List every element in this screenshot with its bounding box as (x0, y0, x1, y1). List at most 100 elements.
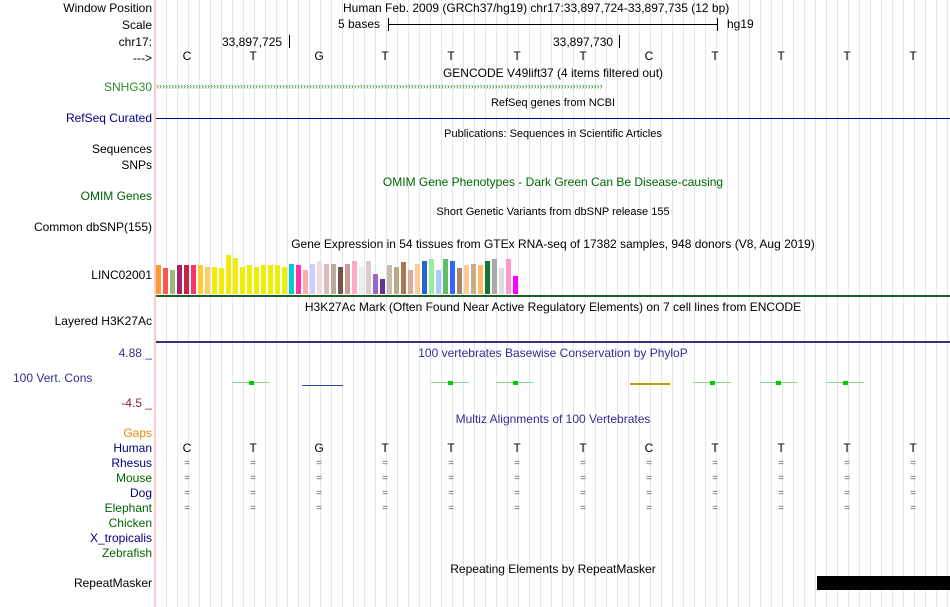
scale-label: Scale (121, 18, 152, 32)
gtex-tissue-bar[interactable] (485, 261, 490, 294)
gtex-tissue-bar[interactable] (205, 267, 210, 294)
snps-label[interactable]: SNPs (121, 158, 152, 172)
species-label[interactable]: Dog (129, 486, 152, 500)
gtex-tissue-bar[interactable] (296, 265, 301, 294)
gtex-tissue-bar[interactable] (268, 265, 273, 294)
alignment-match-mark: = (316, 458, 322, 469)
gtex-tissue-bar[interactable] (387, 265, 392, 294)
gtex-tissue-bar[interactable] (198, 265, 203, 294)
gtex-tissue-bar[interactable] (310, 264, 315, 294)
gtex-tissue-bar[interactable] (156, 265, 161, 294)
gtex-tissue-bar[interactable] (415, 264, 420, 294)
alignment-match-mark: = (778, 473, 784, 484)
repeatmasker-track-title[interactable]: Repeating Elements by RepeatMasker (450, 562, 656, 576)
gtex-tissue-bar[interactable] (471, 264, 476, 294)
publications-track-title[interactable]: Publications: Sequences in Scientific Ar… (444, 128, 662, 140)
gencode-track-title[interactable]: GENCODE V49lift37 (4 items filtered out) (442, 66, 664, 80)
gtex-tissue-bar[interactable] (191, 265, 196, 294)
refseq-track-title[interactable]: RefSeq genes from NCBI (490, 97, 616, 109)
human-aligned-base: T (579, 441, 587, 455)
species-label[interactable]: Elephant (104, 501, 152, 515)
gtex-tissue-bar[interactable] (177, 265, 182, 294)
gtex-tissue-bar[interactable] (170, 270, 175, 294)
gtex-tissue-bar[interactable] (401, 262, 406, 294)
gtex-tissue-bar[interactable] (317, 261, 322, 294)
human-aligned-base: T (447, 441, 455, 455)
gtex-tissue-bar[interactable] (233, 258, 238, 294)
gtex-tissue-bar[interactable] (464, 265, 469, 294)
gtex-tissue-bar[interactable] (163, 268, 168, 294)
multiz-track-title[interactable]: Multiz Alignments of 100 Vertebrates (455, 412, 651, 426)
gtex-tissue-bar[interactable] (212, 267, 217, 294)
gtex-tissue-bar[interactable] (352, 261, 357, 294)
gtex-tissue-bar[interactable] (366, 261, 371, 294)
omim-track-title[interactable]: OMIM Gene Phenotypes - Dark Green Can Be… (382, 175, 724, 189)
human-aligned-base: T (711, 441, 719, 455)
gtex-tissue-bar[interactable] (506, 259, 511, 294)
gtex-tissue-bar[interactable] (289, 264, 294, 294)
layered-h3k27ac-label[interactable]: Layered H3K27Ac (54, 314, 152, 328)
species-label[interactable]: Rhesus (111, 456, 152, 470)
gtex-tissue-bar[interactable] (408, 270, 413, 294)
alignment-match-mark: = (580, 473, 586, 484)
gtex-tissue-bar[interactable] (219, 268, 224, 294)
dna-base: T (381, 49, 389, 63)
species-label[interactable]: Human (113, 441, 152, 455)
h3k27ac-track-title[interactable]: H3K27Ac Mark (Often Found Near Active Re… (304, 300, 802, 314)
gtex-gene-label[interactable]: LINC02001 (91, 268, 152, 282)
omim-genes-label[interactable]: OMIM Genes (80, 189, 152, 203)
species-label[interactable]: Mouse (115, 471, 152, 485)
species-label[interactable]: X_tropicalis (89, 531, 152, 545)
gtex-tissue-bar[interactable] (226, 255, 231, 294)
gtex-tissue-bar[interactable] (513, 276, 518, 294)
conservation-track-title[interactable]: 100 vertebrates Basewise Conservation by… (418, 346, 688, 360)
gtex-expression-bars[interactable] (156, 250, 556, 294)
human-aligned-base: T (777, 441, 785, 455)
gtex-tissue-bar[interactable] (324, 264, 329, 294)
dbsnp-track-title[interactable]: Short Genetic Variants from dbSNP releas… (436, 206, 670, 218)
species-label[interactable]: Zebrafish (101, 546, 152, 560)
gtex-tissue-bar[interactable] (247, 265, 252, 294)
gtex-tissue-bar[interactable] (373, 274, 378, 294)
gtex-tissue-bar[interactable] (380, 279, 385, 294)
gtex-tissue-bar[interactable] (254, 267, 259, 294)
dna-base: C (182, 49, 192, 63)
common-dbsnp-label[interactable]: Common dbSNP(155) (33, 220, 152, 234)
gtex-tissue-bar[interactable] (436, 270, 441, 294)
snhg30-gene-feature[interactable]: ››››››››››››››››››››››››››››››››››››››››… (156, 81, 603, 91)
gtex-tissue-bar[interactable] (492, 259, 497, 294)
gtex-tissue-bar[interactable] (282, 267, 287, 294)
gtex-tissue-bar[interactable] (359, 267, 364, 294)
repeat-element-block[interactable] (817, 576, 950, 590)
sequences-label[interactable]: Sequences (91, 142, 152, 156)
human-aligned-base: T (249, 441, 257, 455)
gtex-tissue-bar[interactable] (331, 264, 336, 294)
refseq-curated-label[interactable]: RefSeq Curated (65, 111, 152, 125)
gtex-tissue-bar[interactable] (422, 261, 427, 294)
gtex-tissue-bar[interactable] (457, 268, 462, 294)
gtex-tissue-bar[interactable] (240, 267, 245, 294)
species-label[interactable]: Chicken (108, 516, 152, 530)
gtex-tissue-bar[interactable] (499, 268, 504, 294)
gtex-tissue-bar[interactable] (478, 265, 483, 294)
conservation-track-label[interactable]: 100 Vert. Cons (13, 371, 93, 385)
gtex-tissue-bar[interactable] (345, 264, 350, 294)
alignment-match-mark: = (580, 503, 586, 514)
gtex-tissue-bar[interactable] (450, 261, 455, 294)
gaps-label[interactable]: Gaps (123, 426, 152, 440)
gtex-tissue-bar[interactable] (443, 259, 448, 294)
gtex-tissue-bar[interactable] (184, 265, 189, 294)
alignment-match-mark: = (910, 503, 916, 514)
repeatmasker-label[interactable]: RepeatMasker (73, 576, 152, 590)
snhg30-gene-label[interactable]: SNHG30 (103, 80, 152, 94)
gtex-track-title[interactable]: Gene Expression in 54 tissues from GTEx … (291, 237, 815, 251)
gtex-tissue-bar[interactable] (394, 267, 399, 294)
gtex-tissue-bar[interactable] (303, 270, 308, 294)
gtex-tissue-bar[interactable] (338, 267, 343, 294)
gtex-tissue-bar[interactable] (275, 265, 280, 294)
gtex-tissue-bar[interactable] (261, 265, 266, 294)
gtex-tissue-bar[interactable] (429, 259, 434, 294)
alignment-match-mark: = (448, 458, 454, 469)
refseq-gene-line[interactable] (156, 118, 950, 119)
